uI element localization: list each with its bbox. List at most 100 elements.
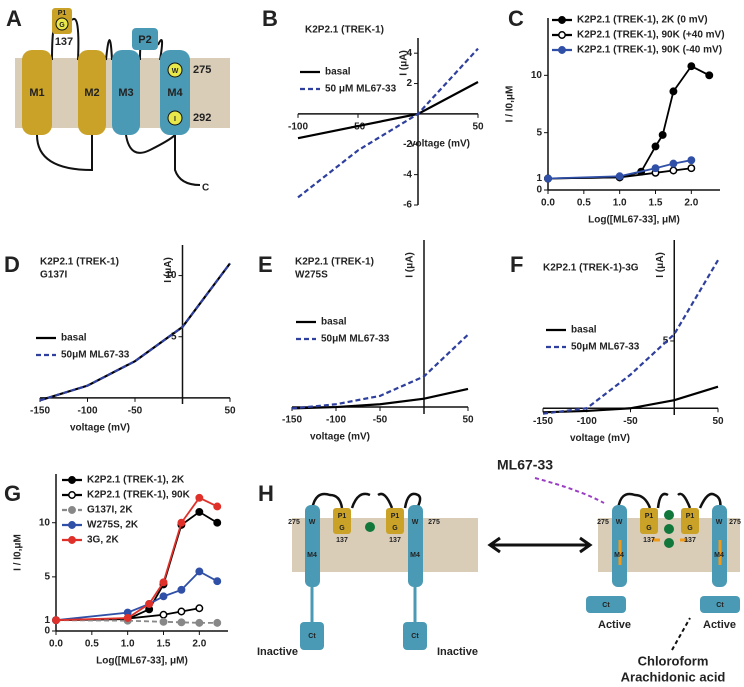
helix: [22, 50, 52, 135]
diagram-h: H ML67-33 P1 P1 P1 P1 G G G G 137 137 13…: [257, 457, 741, 685]
residue: [167, 62, 183, 78]
marker: [177, 618, 186, 627]
marker: [123, 614, 132, 622]
x-tick-label: 50: [712, 416, 724, 427]
legend-label: basal: [61, 333, 87, 344]
sm: W: [309, 519, 316, 526]
sm: M4: [307, 552, 317, 559]
sm: 275: [288, 519, 300, 526]
series-line: [55, 619, 218, 624]
membrane: [292, 518, 478, 572]
marker: [145, 599, 154, 608]
marker: [544, 174, 552, 183]
x-tick-label: 1.5: [157, 639, 171, 650]
marker: [213, 518, 222, 527]
marker: [687, 62, 696, 71]
marker: [177, 607, 186, 616]
helix: [160, 50, 190, 135]
legend-label: K2P2.1 (TREK-1), 2K (0 mV): [577, 15, 708, 26]
y-tick-label: 5: [536, 127, 542, 138]
marker: [177, 585, 186, 594]
legend-label: basal: [571, 325, 597, 336]
x-tick-label: 0.5: [577, 198, 591, 209]
x-axis-label: voltage (mV): [70, 423, 130, 434]
chart-panel: D -150 -100 -50 50 5 10 K2P2.1 (TREK-1) G137I vol…: [4, 245, 236, 434]
sm: G: [646, 525, 652, 532]
panel-letter: E: [258, 252, 273, 277]
sm: 137: [389, 537, 401, 544]
marker: [213, 502, 222, 511]
residue: [167, 110, 183, 126]
series-line: [542, 385, 719, 414]
x-tick-label: 1.5: [649, 198, 663, 209]
diagram-label: C: [202, 183, 209, 194]
y-tick-label: 2: [406, 78, 412, 89]
sm: W: [616, 519, 623, 526]
x-tick-label: 2.0: [684, 198, 698, 209]
residue: [55, 17, 69, 31]
ion: [664, 510, 674, 520]
y-tick-label: 0: [44, 626, 50, 637]
sm: Ct: [411, 633, 419, 640]
marker: [159, 578, 168, 587]
lbl: M4: [167, 87, 183, 99]
x-tick-label: -100: [326, 415, 346, 426]
legend-label: K2P2.1 (TREK-1), 90K (+40 mV): [577, 30, 725, 41]
sm: Ct: [602, 602, 610, 609]
marker: [195, 507, 204, 516]
ct-domain: [700, 596, 740, 613]
chart-title: K2P2.1 (TREK-1): [295, 257, 374, 268]
ion: [664, 538, 674, 548]
legend-label: 50μM ML67-33: [61, 350, 130, 361]
pore-helix: [681, 508, 699, 534]
marker: [195, 618, 204, 627]
marker: [658, 131, 667, 139]
marker: [669, 87, 678, 96]
lbl: M2: [84, 87, 99, 99]
y-axis-label: I (μA): [655, 252, 666, 278]
big: A: [6, 6, 22, 31]
panel-letter: G: [4, 481, 21, 506]
marker: [651, 142, 660, 151]
marker: [68, 521, 76, 529]
pore-helix: [333, 508, 351, 534]
chart-subtitle: W275S: [295, 270, 328, 281]
x-tick-label: -100: [77, 406, 97, 417]
sm: 275: [729, 519, 741, 526]
x-tick-label: 50: [462, 415, 474, 426]
chart-title: K2P2.1 (TREK-1): [40, 257, 119, 268]
marker: [669, 166, 678, 175]
sm: 275: [428, 519, 440, 526]
loop: [310, 492, 722, 511]
legend-label: 50 μM ML67-33: [325, 84, 397, 95]
marker: [52, 616, 60, 625]
x-tick-label: 50: [224, 406, 236, 417]
chart-title: K2P2.1 (TREK-1): [305, 25, 384, 36]
series-line: [291, 333, 469, 410]
y-tick-label: -6: [403, 200, 412, 211]
y-tick-label: 0: [536, 185, 542, 196]
sm: I: [174, 116, 176, 123]
legend-label: 50μM ML67-33: [571, 342, 640, 353]
lbl: M3: [118, 87, 133, 99]
lbl: Inactive: [257, 646, 298, 658]
sm: M4: [614, 552, 624, 559]
sm: 137: [684, 537, 696, 544]
chart-subtitle: G137I: [40, 270, 67, 281]
marker: [159, 610, 168, 619]
sm: 137: [336, 537, 348, 544]
x-tick-label: -150: [533, 416, 553, 427]
y-tick-label: 10: [39, 517, 51, 528]
series-line: [297, 81, 479, 140]
sm: P1: [391, 513, 400, 520]
sm: G: [687, 525, 693, 532]
linker: [310, 587, 417, 622]
series-line: [542, 259, 719, 415]
x-tick-label: 0.0: [49, 639, 63, 650]
double-arrow: [487, 536, 593, 554]
marker: [615, 172, 624, 181]
big: H: [258, 481, 274, 506]
marker: [195, 604, 204, 613]
series-line: [39, 262, 231, 402]
